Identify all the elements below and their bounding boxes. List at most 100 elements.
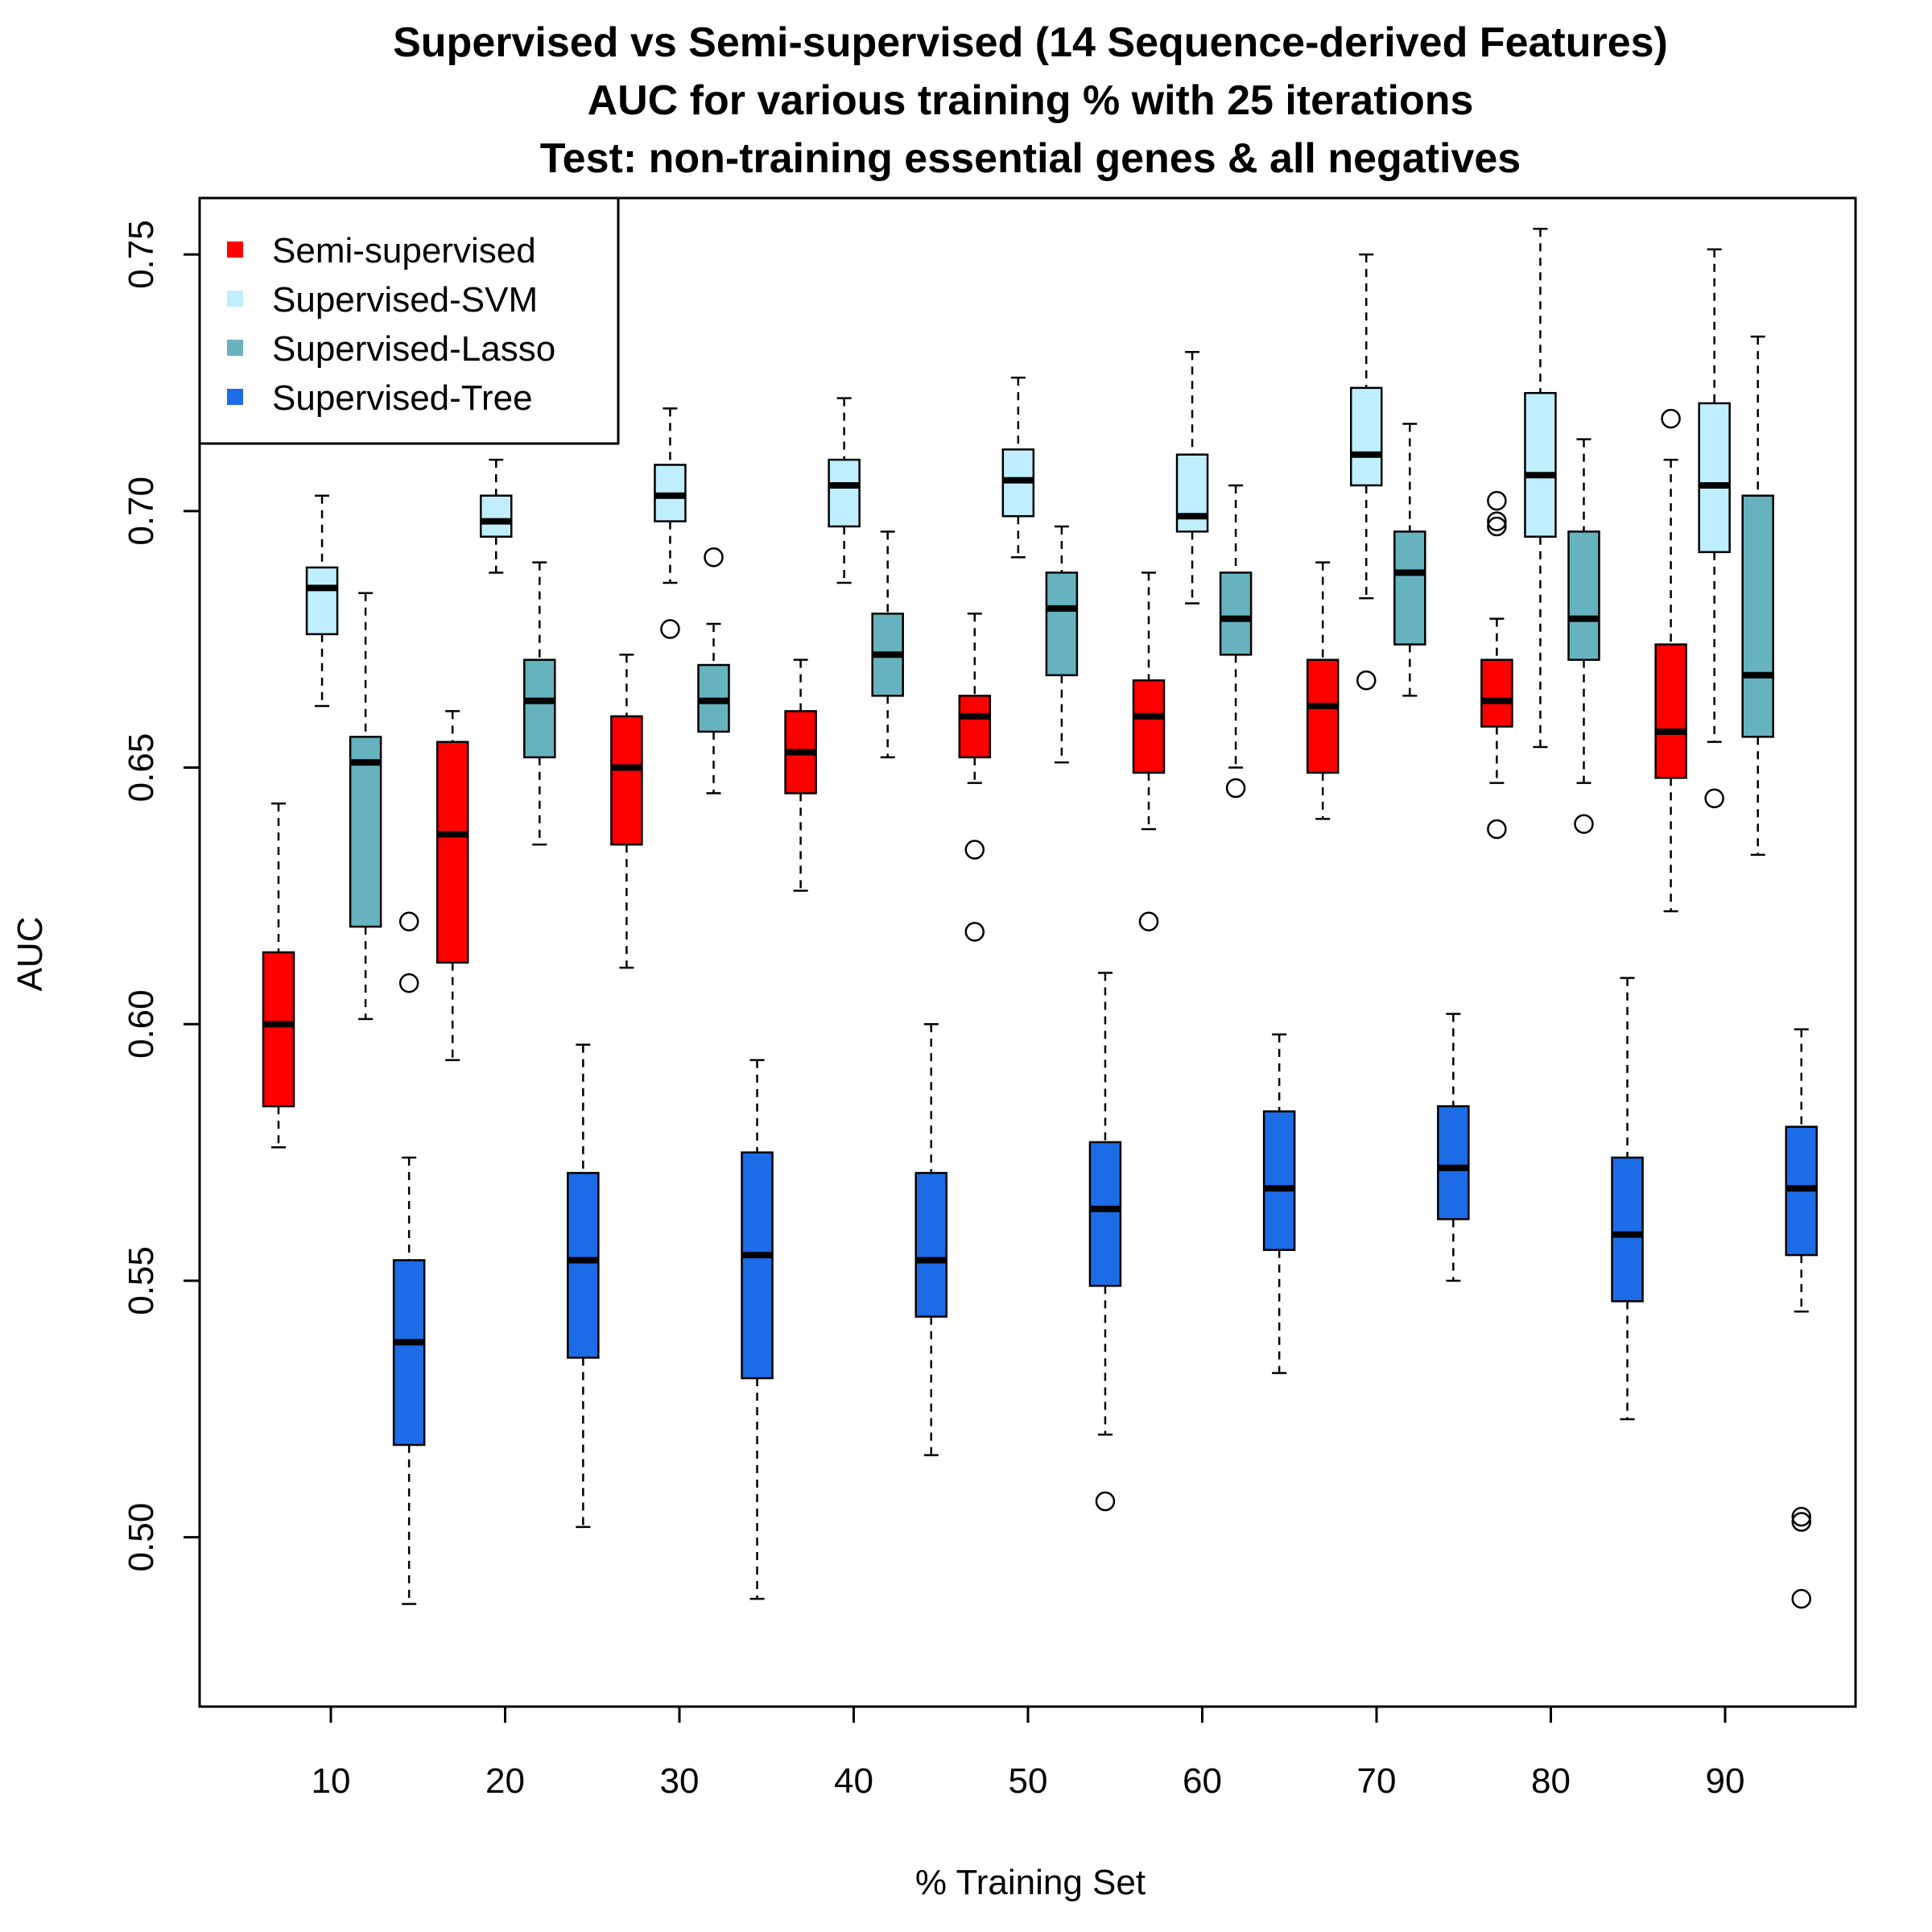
box-supervised-svm-20 (480, 458, 513, 574)
x-tick-label: 50 (1009, 1761, 1048, 1801)
box-semi-supervised-60 (1132, 572, 1166, 932)
box-supervised-tree-50 (1088, 972, 1122, 1512)
box-marks (262, 227, 1818, 1609)
x-tick-label: 30 (660, 1761, 700, 1801)
box-iqr (567, 1171, 600, 1359)
box-supervised-lasso-60 (1219, 484, 1253, 799)
chart-title-line-1: Supervised vs Semi-supervised (14 Sequen… (393, 19, 1668, 66)
box-iqr (436, 741, 469, 964)
box-iqr (1045, 572, 1079, 677)
outlier-point (1574, 814, 1594, 834)
box-iqr (523, 658, 556, 759)
outlier-point (1225, 778, 1246, 799)
box-supervised-tree-40 (914, 1022, 947, 1456)
outlier-point (1791, 1588, 1811, 1609)
box-iqr (1088, 1141, 1122, 1287)
box-semi-supervised-90 (1654, 408, 1687, 913)
box-supervised-svm-80 (1524, 227, 1557, 749)
x-tick-label: 70 (1357, 1761, 1397, 1801)
outlier-point (964, 922, 985, 942)
chart-title-line-2: AUC for various training % with 25 itera… (588, 77, 1474, 124)
box-supervised-tree-90 (1785, 1028, 1818, 1609)
legend: Semi-supervised Supervised-SVM Supervised-… (198, 196, 620, 445)
x-tick-label: 10 (312, 1761, 351, 1801)
y-tick-label: 0.50 (122, 1503, 161, 1572)
box-supervised-svm-70 (1350, 253, 1383, 691)
x-axis: 10 20 30 40 50 60 70 80 90 (312, 1707, 1745, 1801)
box-iqr (1132, 679, 1166, 774)
outlier-point (1791, 1506, 1811, 1527)
box-iqr (349, 736, 382, 928)
outlier-point (1487, 490, 1507, 511)
box-iqr (1480, 658, 1513, 728)
box-semi-supervised-40 (784, 658, 817, 892)
box-semi-supervised-70 (1306, 561, 1340, 820)
outlier-point (1487, 516, 1507, 537)
legend-label: Supervised-Tree (272, 378, 533, 418)
box-iqr (610, 715, 643, 846)
x-tick-label: 90 (1706, 1761, 1745, 1801)
x-tick-label: 80 (1531, 1761, 1571, 1801)
box-iqr (741, 1151, 774, 1380)
x-tick-label: 20 (485, 1761, 525, 1801)
y-axis-label: AUC (10, 917, 50, 992)
box-iqr (828, 458, 861, 528)
box-supervised-svm-90 (1698, 248, 1731, 809)
box-supervised-svm-10 (305, 494, 339, 708)
outlier-point (1138, 911, 1159, 932)
box-iqr (1350, 386, 1383, 487)
box-iqr (1306, 658, 1340, 774)
box-iqr (262, 951, 295, 1108)
outlier-point (1095, 1491, 1116, 1512)
y-axis: 0.50 0.55 0.60 0.65 0.70 0.75 (122, 220, 200, 1571)
legend-box (198, 196, 620, 445)
legend-label: Semi-supervised (272, 231, 536, 270)
box-semi-supervised-50 (958, 613, 992, 942)
box-supervised-lasso-70 (1393, 423, 1426, 697)
box-supervised-svm-60 (1175, 350, 1209, 605)
outlier-point (1661, 408, 1681, 429)
outlier-point (1791, 1512, 1811, 1532)
box-supervised-lasso-80 (1567, 438, 1600, 834)
box-iqr (958, 695, 992, 759)
box-iqr (1393, 530, 1426, 646)
legend-label: Supervised-Lasso (272, 329, 555, 369)
outlier-point (964, 840, 985, 860)
box-iqr (1611, 1156, 1644, 1302)
legend-label: Supervised-SVM (272, 280, 538, 320)
y-tick-label: 0.55 (122, 1246, 161, 1315)
box-supervised-tree-60 (1262, 1033, 1296, 1374)
box-iqr (1219, 572, 1253, 656)
box-supervised-tree-10 (392, 911, 426, 1605)
box-supervised-tree-20 (567, 1043, 600, 1529)
box-iqr (1175, 453, 1209, 533)
outlier-point (398, 911, 419, 932)
x-axis-label: % Training Set (915, 1863, 1146, 1902)
box-supervised-lasso-40 (871, 530, 904, 759)
box-iqr (480, 494, 513, 538)
outlier-point (1487, 819, 1507, 840)
box-iqr (392, 1259, 426, 1447)
y-tick-label: 0.70 (122, 477, 161, 546)
outlier-point (1704, 788, 1724, 809)
box-iqr (1698, 402, 1731, 554)
box-semi-supervised-20 (436, 710, 469, 1062)
box-supervised-lasso-30 (697, 547, 730, 795)
box-supervised-tree-70 (1437, 1013, 1470, 1282)
box-semi-supervised-80 (1480, 490, 1513, 840)
legend-swatch (227, 291, 243, 307)
box-iqr (1654, 643, 1687, 779)
box-supervised-lasso-20 (523, 561, 556, 846)
outlier-point (1487, 511, 1507, 531)
box-iqr (1262, 1110, 1296, 1251)
box-iqr (1524, 391, 1557, 538)
box-iqr (1437, 1104, 1470, 1220)
outlier-point (398, 972, 419, 993)
legend-swatch (227, 340, 243, 356)
box-supervised-svm-30 (654, 407, 687, 639)
y-tick-label: 0.75 (122, 220, 161, 289)
box-iqr (1741, 494, 1774, 738)
box-supervised-lasso-90 (1741, 335, 1774, 857)
box-supervised-svm-50 (1001, 376, 1035, 559)
